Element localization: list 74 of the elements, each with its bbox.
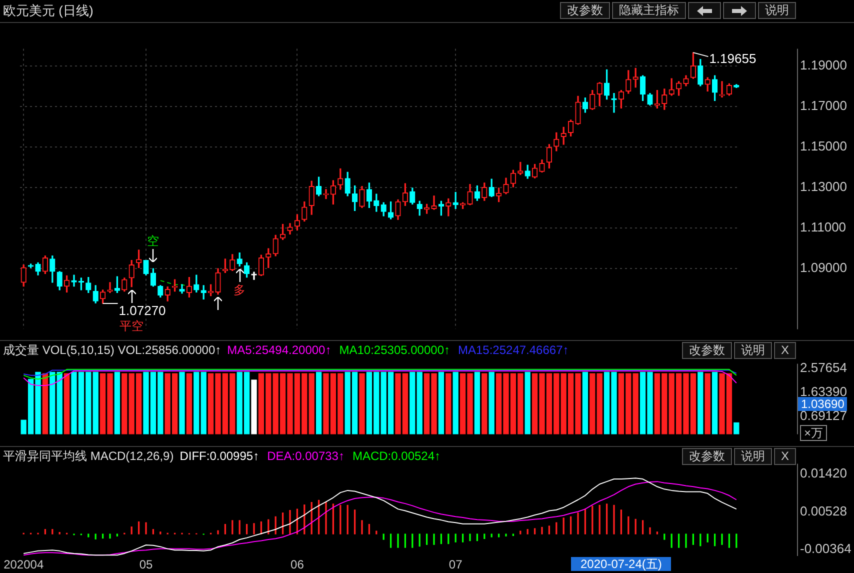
chart-title: 欧元美元 (日线)	[3, 3, 94, 18]
bar	[186, 373, 192, 434]
y-tick-label: 1.15000	[800, 138, 847, 154]
bar	[482, 373, 488, 434]
text: 说明	[758, 2, 796, 19]
bar	[359, 373, 365, 434]
bar	[596, 373, 602, 434]
chart-title: 平滑异同平均线 MACD(12,26,9)	[3, 449, 174, 463]
y-tick-label: 1.19000	[800, 57, 847, 72]
bar	[416, 372, 422, 434]
bar	[308, 373, 314, 434]
y-axis-title: ×万	[800, 425, 828, 441]
text: 改参数	[682, 342, 732, 359]
y-tick-label: 1.11000	[800, 219, 846, 234]
y-tick-label: 1.13000	[800, 178, 847, 194]
text: 2020-07-24(五)	[571, 557, 672, 571]
text: 说明	[734, 342, 772, 359]
bar	[734, 422, 740, 434]
chart-title: 成交量 VOL(5,10,15) VOL:25856.00000↑	[3, 343, 222, 357]
bar	[524, 372, 530, 434]
bar	[446, 373, 452, 434]
annotation: 多	[232, 283, 247, 298]
bar	[582, 372, 588, 434]
candlestick	[431, 196, 437, 210]
bar	[438, 372, 444, 434]
bar	[64, 373, 70, 434]
y-tick-label: 2.57654	[800, 360, 847, 375]
text: DIFF:0.00995↑	[180, 449, 260, 463]
bar	[704, 373, 710, 434]
bar	[200, 372, 206, 434]
text: X	[774, 342, 796, 359]
y-tick-label: 0.01420	[800, 466, 847, 481]
x-tick-label: 06	[290, 558, 304, 572]
series-label: MA15:25247.46667↑	[458, 343, 569, 357]
bar	[488, 372, 494, 434]
text: 改参数	[560, 2, 610, 19]
annotation: 1.07270	[118, 303, 166, 318]
x-tick-label: 202004	[4, 558, 44, 572]
bar	[251, 380, 257, 434]
bar	[56, 372, 62, 434]
bar	[698, 372, 704, 434]
y-tick-label: -0.00364	[800, 540, 852, 556]
bar	[92, 372, 98, 434]
bar	[194, 372, 200, 434]
y-tick-label: 0.00528	[800, 503, 847, 518]
text: 1.03690	[798, 397, 848, 412]
text: 隐藏主指标	[612, 2, 686, 19]
text: 说明	[734, 448, 772, 465]
bar	[316, 372, 322, 434]
bar	[114, 372, 120, 434]
bar	[474, 372, 480, 434]
bar	[42, 373, 48, 434]
bar	[452, 372, 458, 434]
bar	[410, 372, 416, 434]
bar	[590, 373, 596, 434]
bar	[712, 372, 718, 434]
bar	[122, 373, 128, 434]
y-tick-label: 1.63390	[800, 384, 847, 399]
text: DEA:0.00733↑	[267, 449, 344, 463]
annotation: 空	[146, 234, 160, 248]
text: X	[774, 448, 796, 465]
y-tick-label: 1.17000	[800, 98, 847, 113]
x-tick-label: 05	[139, 558, 153, 572]
x-tick-label: 07	[448, 558, 463, 572]
text: 改参数	[682, 448, 732, 465]
bar	[50, 372, 56, 434]
text: MACD:0.00524↑	[352, 449, 441, 463]
bar	[179, 372, 185, 434]
series-label: MA10:25305.00000↑	[339, 343, 450, 357]
annotation: 平空	[120, 318, 144, 333]
y-tick-label: 1.09000	[800, 260, 847, 275]
series-label: MA5:25494.20000↑	[227, 343, 332, 357]
bar	[632, 373, 638, 434]
annotation: 1.19655	[709, 50, 756, 66]
